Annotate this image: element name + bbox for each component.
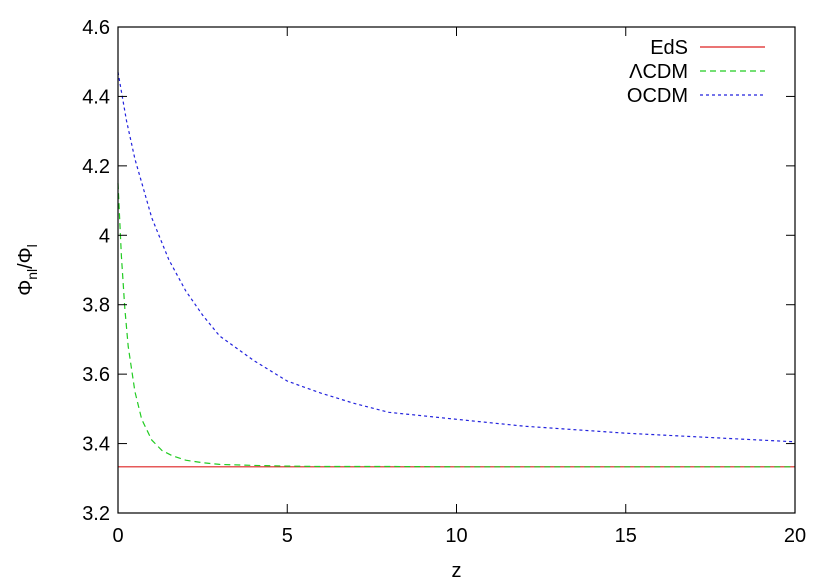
y-tick-label: 3.6 xyxy=(82,364,110,386)
y-axis-label-sub-nl: nl xyxy=(24,269,40,280)
y-axis-label-main: Φ xyxy=(15,280,37,296)
y-axis-label-sub-l: l xyxy=(24,244,40,247)
legend-label-cdm: ΛCDM xyxy=(629,61,688,83)
legend-label-eds: EdS xyxy=(650,37,688,59)
x-tick-label: 5 xyxy=(282,525,293,547)
x-tick-label: 20 xyxy=(784,525,806,547)
y-axis-label: Φnl/Φl xyxy=(15,244,40,296)
y-tick-label: 4.6 xyxy=(82,17,110,39)
x-tick-label: 0 xyxy=(112,525,123,547)
series-layer xyxy=(117,71,796,468)
ticks-layer xyxy=(117,26,796,514)
y-tick-label: 4.2 xyxy=(82,156,110,178)
series-line-ocdm xyxy=(117,71,796,443)
legend-label-ocdm: OCDM xyxy=(627,85,688,107)
y-tick-label: 4.4 xyxy=(82,86,110,108)
x-tick-label: 15 xyxy=(615,525,637,547)
series-line-cdm xyxy=(117,183,795,468)
tick-labels-layer: 0 5 10 15 20 3.2 3.4 3.6 3.8 4 4.2 4.4 4.6 xyxy=(82,17,806,547)
x-axis-label: z xyxy=(452,560,462,582)
y-tick-label: 3.4 xyxy=(82,434,110,456)
y-tick-label: 3.8 xyxy=(82,295,110,317)
x-tick-label: 10 xyxy=(445,525,467,547)
y-tick-label: 3.2 xyxy=(82,503,110,525)
y-tick-label: 4 xyxy=(99,225,110,247)
plot-frame xyxy=(117,26,796,514)
y-axis-label-slash: /Φ xyxy=(15,247,37,269)
